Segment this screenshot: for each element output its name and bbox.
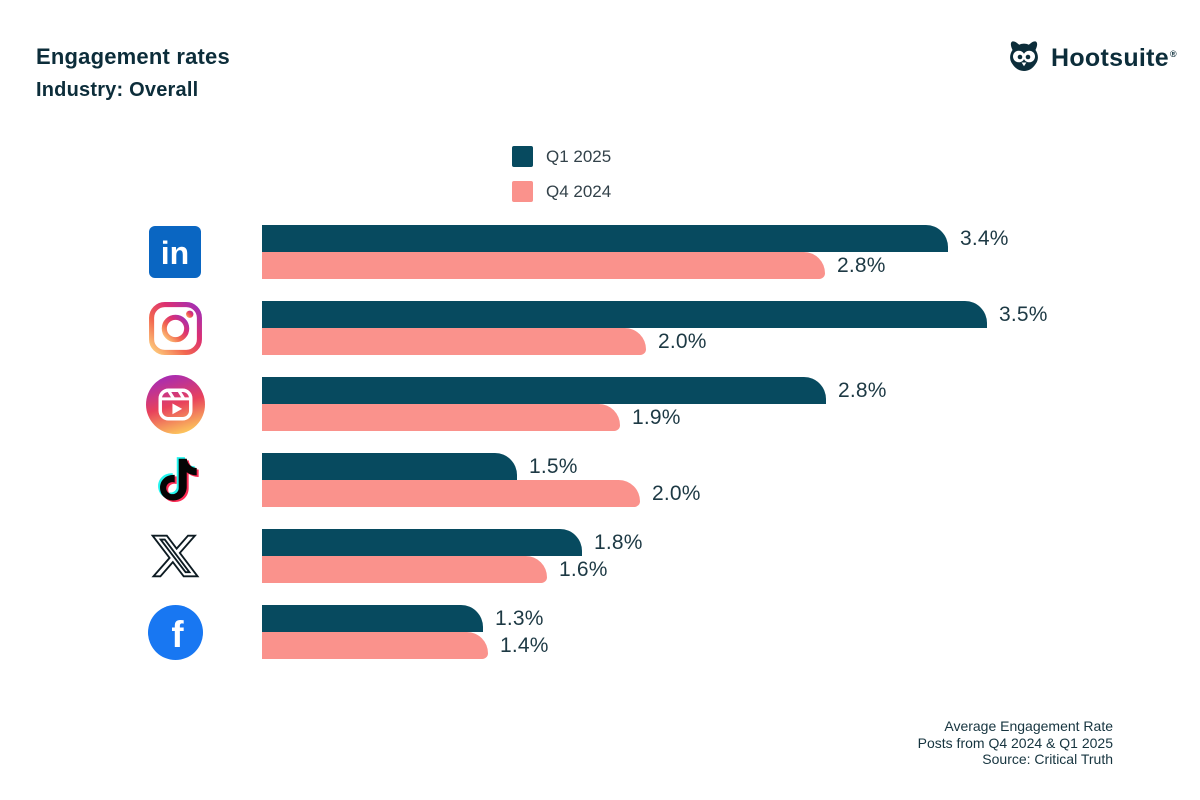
hootsuite-wordmark: Hootsuite® xyxy=(1051,44,1177,72)
bar-row-instagram-q4-2024: 2.0% xyxy=(262,328,707,355)
hootsuite-owl-icon xyxy=(1004,38,1044,79)
bar xyxy=(262,605,483,632)
svg-text:f: f xyxy=(171,613,184,654)
source-line-2: Posts from Q4 2024 & Q1 2025 xyxy=(917,734,1113,751)
legend-swatch xyxy=(512,181,533,202)
bar xyxy=(262,328,646,355)
page-subtitle: Industry: Overall xyxy=(36,79,199,101)
source-line-1: Average Engagement Rate xyxy=(944,718,1113,734)
bar-row-instagram-reels-q4-2024: 1.9% xyxy=(262,404,681,431)
legend: Q1 2025 Q4 2024 xyxy=(512,146,611,202)
value-label: 3.4% xyxy=(960,227,1009,250)
value-label: 1.9% xyxy=(632,406,681,429)
value-label: 2.8% xyxy=(837,254,886,277)
value-label: 1.6% xyxy=(559,558,608,581)
bar-row-facebook-q4-2024: 1.4% xyxy=(262,632,549,659)
value-label: 1.3% xyxy=(495,607,544,630)
value-label: 1.5% xyxy=(529,455,578,478)
bar xyxy=(262,632,488,659)
value-label: 2.8% xyxy=(838,379,887,402)
svg-text:in: in xyxy=(161,235,189,271)
facebook-icon: f xyxy=(145,604,205,660)
instagram-reels-icon xyxy=(145,374,205,434)
registered-mark: ® xyxy=(1169,48,1177,59)
bar xyxy=(262,301,987,328)
bar-row-instagram-q1-2025: 3.5% xyxy=(262,301,1048,328)
legend-label: Q4 2024 xyxy=(546,181,612,201)
source-note: Average Engagement Rate Posts from Q4 20… xyxy=(918,718,1113,768)
bar-row-x-q4-2024: 1.6% xyxy=(262,556,608,583)
value-label: 1.8% xyxy=(594,531,643,554)
legend-swatch xyxy=(512,146,533,167)
bar xyxy=(262,225,948,252)
hootsuite-logo: Hootsuite® xyxy=(1004,38,1177,79)
bar-row-tiktok-q1-2025: 1.5% xyxy=(262,453,578,480)
value-label: 1.4% xyxy=(500,634,549,657)
bar xyxy=(262,556,547,583)
legend-item-q4-2024: Q4 2024 xyxy=(512,181,611,202)
bar-row-linkedin-q1-2025: 3.4% xyxy=(262,225,1009,252)
bar xyxy=(262,404,620,431)
bar-row-x-q1-2025: 1.8% xyxy=(262,529,643,556)
page-title: Engagement rates xyxy=(36,44,230,69)
value-label: 3.5% xyxy=(999,303,1048,326)
linkedin-icon: in xyxy=(145,225,205,279)
x-icon xyxy=(145,529,205,583)
instagram-icon xyxy=(145,301,205,355)
value-label: 2.0% xyxy=(658,330,707,353)
source-line-3: Source: Critical Truth xyxy=(982,751,1113,767)
legend-label: Q1 2025 xyxy=(546,146,612,166)
bar-row-linkedin-q4-2024: 2.8% xyxy=(262,252,886,279)
tiktok-icon xyxy=(145,453,205,507)
bar xyxy=(262,529,582,556)
bar-row-facebook-q1-2025: 1.3% xyxy=(262,605,544,632)
bar xyxy=(262,252,825,279)
bar xyxy=(262,377,826,404)
value-label: 2.0% xyxy=(652,482,701,505)
bar xyxy=(262,453,517,480)
bar xyxy=(262,480,640,507)
legend-item-q1-2025: Q1 2025 xyxy=(512,146,611,167)
bar-row-tiktok-q4-2024: 2.0% xyxy=(262,480,701,507)
bar-row-instagram-reels-q1-2025: 2.8% xyxy=(262,377,887,404)
